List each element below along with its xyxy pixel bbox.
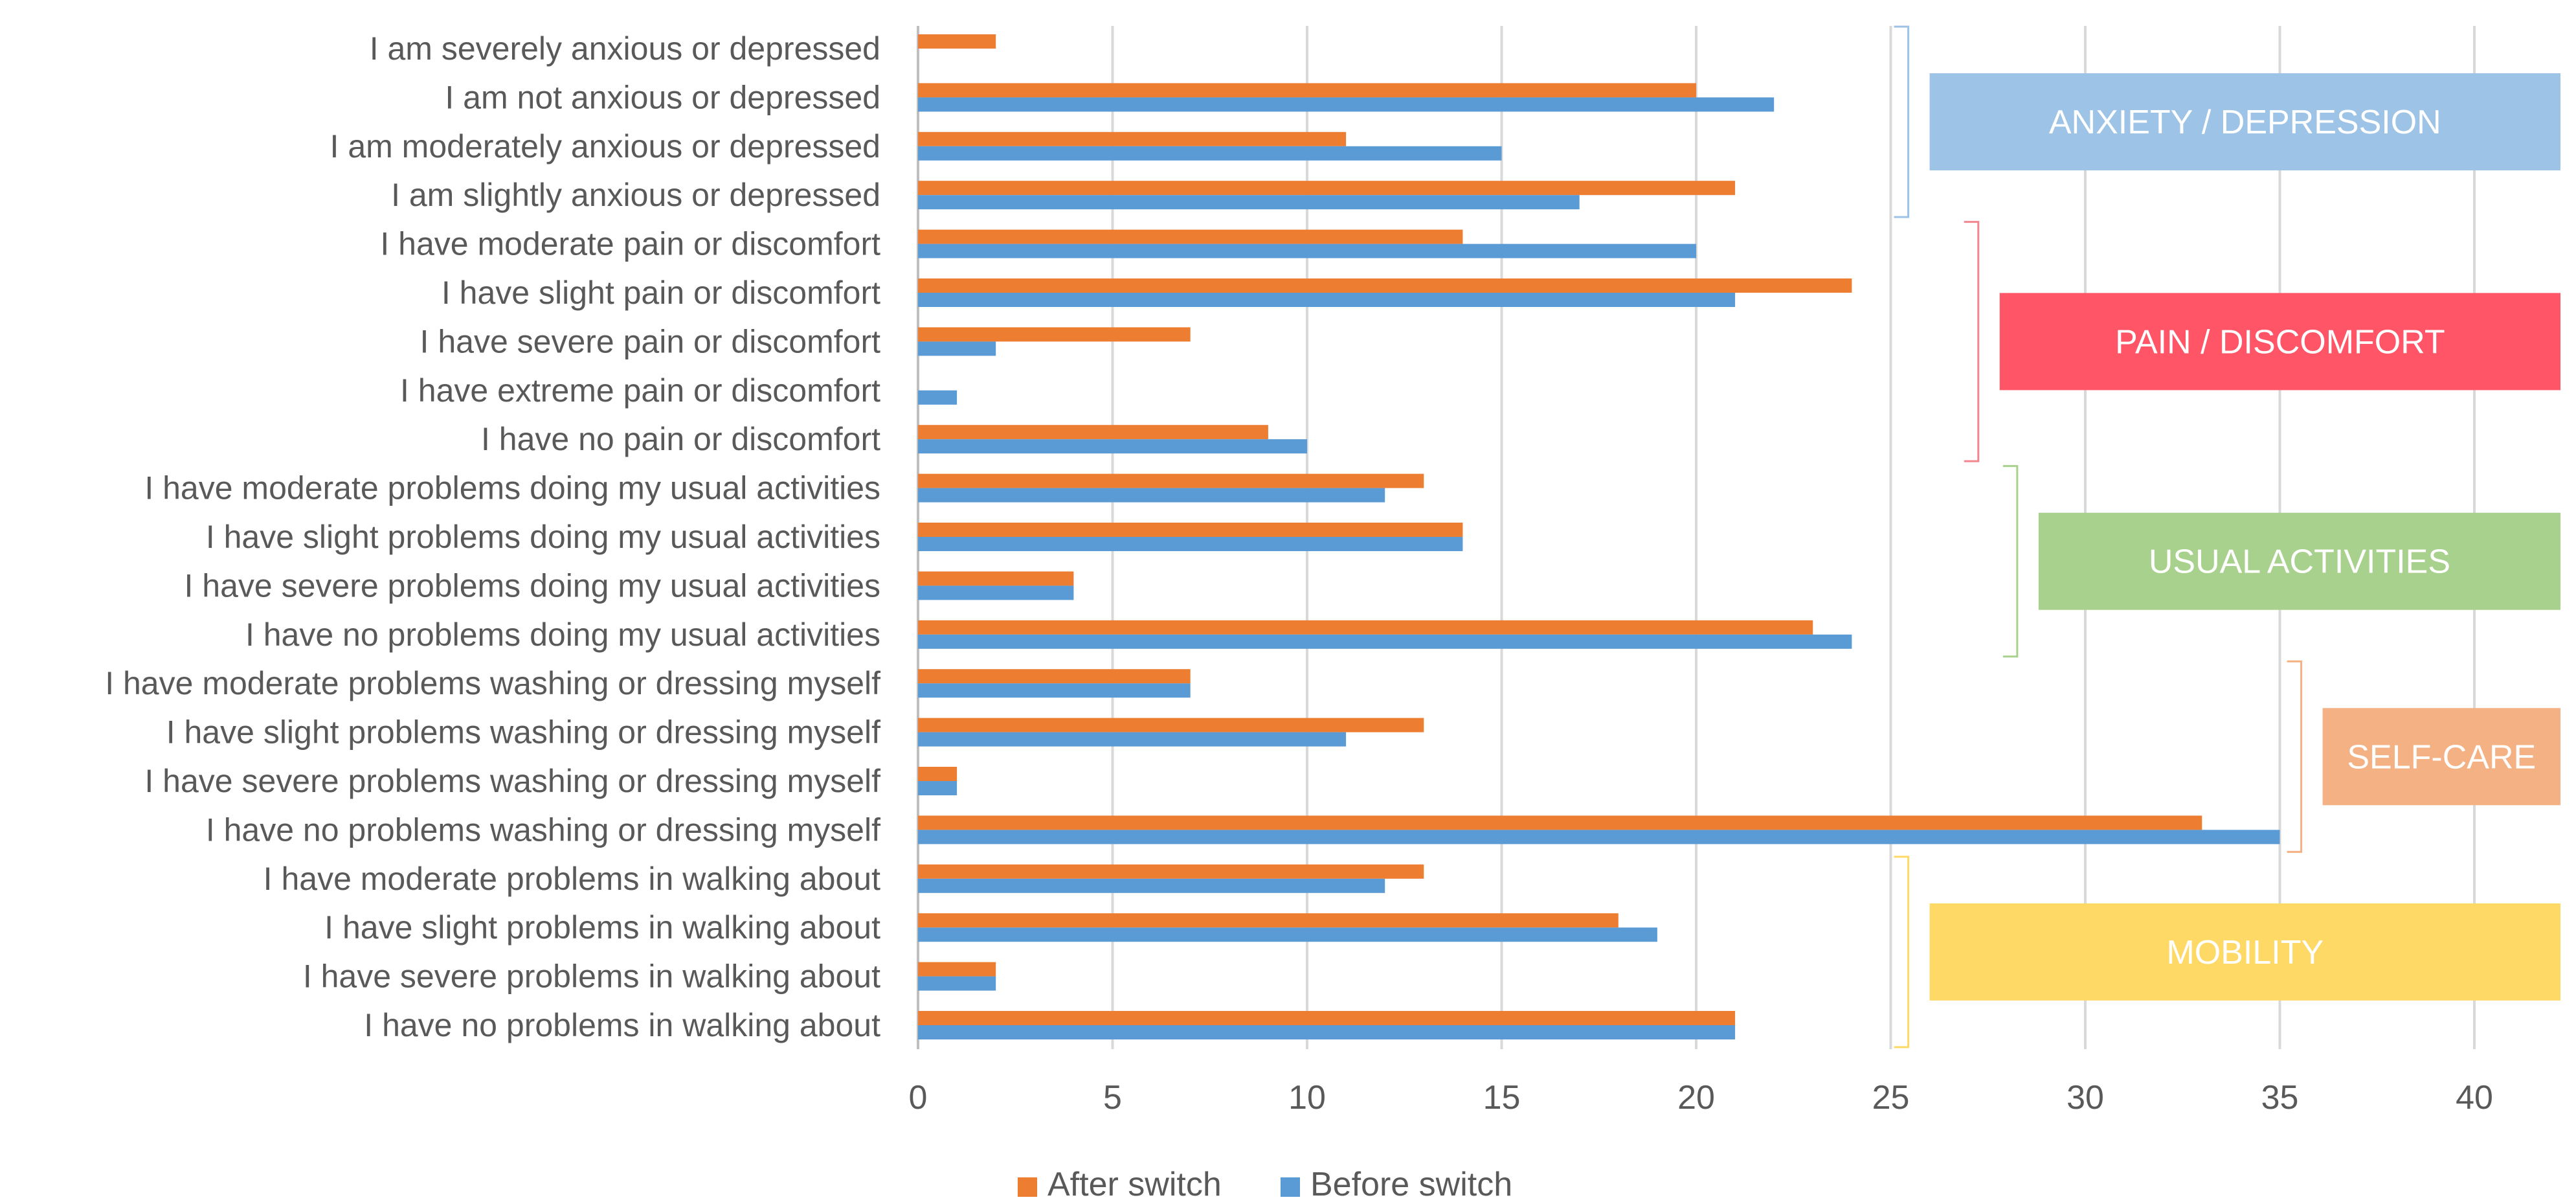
bar-before-switch bbox=[918, 1025, 1736, 1039]
bar-after-switch bbox=[918, 669, 1191, 684]
x-tick-label: 15 bbox=[1483, 1079, 1521, 1117]
category-label: I have severe problems doing my usual ac… bbox=[184, 567, 880, 604]
bar-after-switch bbox=[918, 718, 1424, 732]
bar-before-switch bbox=[918, 878, 1385, 893]
bar-before-switch bbox=[918, 244, 1696, 258]
bar-after-switch bbox=[918, 83, 1696, 98]
bar-before-switch bbox=[918, 439, 1307, 454]
bar-after-switch bbox=[918, 327, 1191, 342]
group-label: MOBILITY bbox=[2166, 934, 2324, 971]
category-label: I have no problems in walking about bbox=[364, 1007, 880, 1043]
category-label: I am not anxious or depressed bbox=[445, 79, 880, 115]
category-label: I have extreme pain or discomfort bbox=[400, 372, 880, 409]
bars bbox=[918, 34, 2280, 1039]
bar-before-switch bbox=[918, 390, 958, 405]
bar-before-switch bbox=[918, 830, 2280, 845]
category-label: I have moderate problems washing or dres… bbox=[105, 665, 880, 701]
category-labels: I am severely anxious or depressed I am n… bbox=[105, 30, 880, 1043]
x-tick-label: 5 bbox=[1103, 1079, 1122, 1117]
bar-before-switch bbox=[918, 781, 958, 795]
category-label: I have no pain or discomfort bbox=[481, 421, 880, 457]
category-label: I have slight problems doing my usual ac… bbox=[206, 519, 880, 555]
category-label: I have moderate pain or discomfort bbox=[380, 226, 880, 262]
bar-after-switch bbox=[918, 815, 2202, 830]
legend-label: After switch bbox=[1047, 1166, 1222, 1199]
bar-after-switch bbox=[918, 523, 1463, 537]
category-label: I am slightly anxious or depressed bbox=[391, 177, 880, 213]
group-bracket bbox=[1964, 221, 1980, 462]
x-tick-label: 30 bbox=[2066, 1079, 2104, 1117]
group-bracket bbox=[1894, 856, 1910, 1049]
bar-after-switch bbox=[918, 571, 1074, 586]
x-tick-label: 0 bbox=[909, 1079, 928, 1117]
bar-before-switch bbox=[918, 585, 1074, 600]
group-label: SELF-CARE bbox=[2347, 738, 2536, 776]
group-label: ANXIETY / DEPRESSION bbox=[2049, 104, 2441, 141]
x-tick-label: 35 bbox=[2261, 1079, 2299, 1117]
group-label-box bbox=[2322, 708, 2560, 806]
bar-after-switch bbox=[918, 864, 1424, 879]
legend: After switch Before switch bbox=[1018, 1166, 1512, 1202]
bar-before-switch bbox=[918, 634, 1852, 649]
bar-after-switch bbox=[918, 181, 1736, 196]
group-label-box bbox=[2038, 512, 2560, 610]
x-tick-label: 10 bbox=[1288, 1079, 1326, 1117]
bar-before-switch bbox=[918, 976, 996, 991]
bar-after-switch bbox=[918, 620, 1813, 635]
bar-after-switch bbox=[918, 767, 958, 781]
category-label: I am severely anxious or depressed bbox=[370, 30, 880, 67]
bar-before-switch bbox=[918, 732, 1347, 747]
category-label: I have slight problems in walking about bbox=[324, 909, 880, 946]
bar-after-switch bbox=[918, 278, 1852, 293]
group-bracket bbox=[2287, 660, 2303, 853]
bar-before-switch bbox=[918, 195, 1580, 210]
bar-after-switch bbox=[918, 34, 996, 49]
bar-after-switch bbox=[918, 962, 996, 977]
bar-before-switch bbox=[918, 341, 996, 356]
x-axis-ticks: 0 5 10 15 20 25 30 35 40 bbox=[909, 1079, 2493, 1117]
bar-before-switch bbox=[918, 293, 1736, 307]
category-label: I have severe pain or discomfort bbox=[420, 323, 881, 359]
category-label: I have moderate problems in walking abou… bbox=[263, 861, 880, 897]
category-label: I am moderately anxious or depressed bbox=[330, 128, 880, 164]
group-bracket bbox=[2002, 465, 2019, 658]
bar-after-switch bbox=[918, 425, 1268, 440]
bar-after-switch bbox=[918, 131, 1347, 146]
group-bracket bbox=[1894, 25, 1910, 218]
bar-before-switch bbox=[918, 927, 1657, 942]
group-label-box bbox=[1929, 73, 2560, 171]
category-label: I have moderate problems doing my usual … bbox=[144, 470, 880, 506]
group-label: PAIN / DISCOMFORT bbox=[2115, 323, 2445, 361]
bar-before-switch bbox=[918, 537, 1463, 551]
group-label-box bbox=[1999, 293, 2560, 391]
legend-swatch bbox=[1018, 1177, 1037, 1197]
category-groups: ANXIETY / DEPRESSION PAIN / DISCOMFORT USU… bbox=[1894, 25, 2560, 1049]
bar-before-switch bbox=[918, 97, 1775, 112]
x-tick-label: 40 bbox=[2456, 1079, 2493, 1117]
category-label: I have no problems doing my usual activi… bbox=[245, 617, 880, 653]
bar-after-switch bbox=[918, 473, 1424, 488]
bar-after-switch bbox=[918, 913, 1618, 928]
bar-after-switch bbox=[918, 1011, 1736, 1025]
bar-before-switch bbox=[918, 683, 1191, 698]
x-tick-label: 25 bbox=[1872, 1079, 1910, 1117]
group-label: USUAL ACTIVITIES bbox=[2149, 543, 2450, 581]
group-label-box bbox=[1929, 903, 2560, 1001]
category-label: I have no problems washing or dressing m… bbox=[206, 811, 880, 848]
legend-label: Before switch bbox=[1310, 1166, 1512, 1199]
category-label: I have severe problems washing or dressi… bbox=[144, 763, 880, 799]
category-label: I have severe problems in walking about bbox=[303, 958, 880, 995]
bar-before-switch bbox=[918, 488, 1385, 503]
bar-before-switch bbox=[918, 146, 1502, 161]
legend-swatch bbox=[1281, 1177, 1300, 1197]
bar-after-switch bbox=[918, 229, 1463, 244]
x-tick-label: 20 bbox=[1677, 1079, 1715, 1117]
category-label: I have slight problems washing or dressi… bbox=[166, 714, 880, 751]
category-label: I have slight pain or discomfort bbox=[442, 275, 880, 311]
